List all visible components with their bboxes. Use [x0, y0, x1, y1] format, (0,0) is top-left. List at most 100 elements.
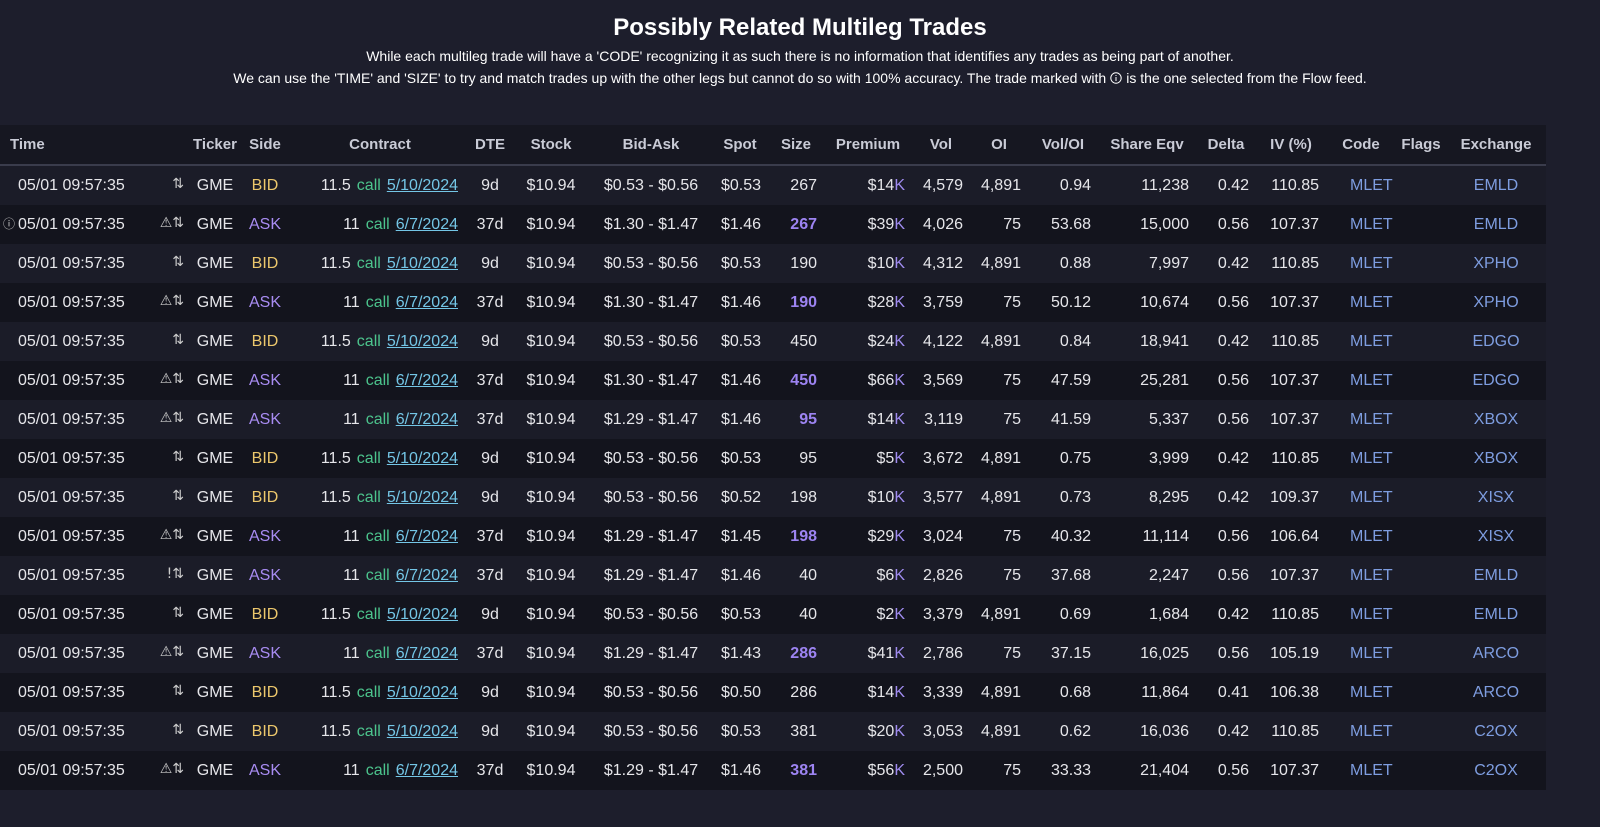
cell: $10K: [824, 244, 912, 283]
cell: BID: [238, 595, 292, 634]
cell: $10.94: [512, 439, 590, 478]
share-eqv: 21,404: [1140, 761, 1189, 779]
exchange: EDGO: [1472, 332, 1520, 350]
trade-row[interactable]: 05/01 09:57:35 ⚠⇅ GME ASK 11 call 6/7/2024 37d $…: [0, 751, 1546, 790]
trade-row[interactable]: 05/01 09:57:35 ⇅ GME BID 11.5 call 5/10/2024 9d…: [0, 322, 1546, 361]
exchange: EMLD: [1473, 215, 1519, 233]
cell: $0.50: [712, 673, 768, 712]
stock: $10.94: [526, 293, 576, 311]
cell: 37d: [468, 751, 512, 790]
unit: K: [894, 644, 905, 662]
expiry[interactable]: 6/7/2024: [395, 293, 458, 311]
cell: 40: [768, 556, 824, 595]
ticker: GME: [196, 566, 234, 584]
bid-ask: $0.53 - $0.56: [603, 605, 699, 623]
trade-row[interactable]: 05/01 09:57:35 ⇅ GME BID 11.5 call 5/10/2024 9d…: [0, 478, 1546, 517]
spot: $0.52: [720, 488, 761, 506]
trade-row[interactable]: ⓘ 05/01 09:57:35 ⚠⇅ GME ASK 11 call 6/7/2024 37d…: [0, 205, 1546, 244]
cell: GME: [192, 595, 238, 634]
strike: 11: [343, 215, 360, 233]
oi: 4,891: [980, 254, 1021, 272]
unit: K: [894, 449, 905, 467]
cell: [1396, 205, 1446, 244]
unit: K: [894, 722, 905, 740]
code: MLET: [1350, 683, 1393, 701]
trade-row[interactable]: 05/01 09:57:35 ⇅ GME BID 11.5 call 5/10/2024 9d…: [0, 595, 1546, 634]
cell: $1.30 - $1.47: [590, 361, 712, 400]
exchange: ARCO: [1472, 644, 1520, 662]
expiry[interactable]: 6/7/2024: [395, 566, 458, 584]
trade-row[interactable]: 05/01 09:57:35 ⚠⇅ GME ASK 11 call 6/7/2024 37d $…: [0, 400, 1546, 439]
trade-row[interactable]: 05/01 09:57:35 ⇅ GME BID 11.5 call 5/10/2024 9d…: [0, 673, 1546, 712]
cell: 110.85: [1256, 165, 1326, 205]
cell: 3,672: [912, 439, 970, 478]
trade-row[interactable]: 05/01 09:57:35 ⚠⇅ GME ASK 11 call 6/7/2024 37d $…: [0, 517, 1546, 556]
expiry[interactable]: 6/7/2024: [395, 371, 458, 389]
expiry[interactable]: 5/10/2024: [386, 605, 458, 623]
strike: 11.5: [320, 683, 351, 701]
spot: $0.53: [720, 449, 761, 467]
expiry[interactable]: 6/7/2024: [395, 527, 458, 545]
cell: ARCO: [1446, 634, 1546, 673]
expiry[interactable]: 5/10/2024: [386, 176, 458, 194]
cell: 0.88: [1028, 244, 1098, 283]
expiry[interactable]: 5/10/2024: [386, 488, 458, 506]
iv: 107.37: [1270, 566, 1319, 584]
trade-row[interactable]: 05/01 09:57:35 ⇅ GME BID 11.5 call 5/10/2024 9d…: [0, 439, 1546, 478]
cell: GME: [192, 439, 238, 478]
strike: 11.5: [320, 722, 351, 740]
cell: $1.29 - $1.47: [590, 400, 712, 439]
expiry[interactable]: 5/10/2024: [386, 449, 458, 467]
expiry[interactable]: 6/7/2024: [395, 215, 458, 233]
expiry[interactable]: 6/7/2024: [395, 644, 458, 662]
trade-row[interactable]: 05/01 09:57:35 ⇅ GME BID 11.5 call 5/10/2024 9d…: [0, 244, 1546, 283]
cell: [1396, 517, 1446, 556]
cell: $14K: [824, 673, 912, 712]
cell: 7,997: [1098, 244, 1196, 283]
iv: 105.19: [1270, 644, 1319, 662]
type: call: [365, 293, 390, 311]
column-header: Stock: [512, 125, 590, 166]
cell: $1.46: [712, 361, 768, 400]
expiry[interactable]: 5/10/2024: [386, 683, 458, 701]
cell: 75: [970, 751, 1028, 790]
expiry[interactable]: 5/10/2024: [386, 722, 458, 740]
trade-row[interactable]: 05/01 09:57:35 ⚠⇅ GME ASK 11 call 6/7/2024 37d $…: [0, 283, 1546, 322]
cell: [1396, 595, 1446, 634]
amount: $10: [867, 488, 895, 506]
side: BID: [251, 176, 279, 194]
cell: 4,026: [912, 205, 970, 244]
trade-row[interactable]: 05/01 09:57:35 ⇅ GME BID 11.5 call 5/10/2024 9d…: [0, 165, 1546, 205]
trade-row[interactable]: 05/01 09:57:35 ⚠⇅ GME ASK 11 call 6/7/2024 37d $…: [0, 361, 1546, 400]
subtitle: We can use the 'TIME' and 'SIZE' to try …: [0, 70, 1600, 86]
strike: 11.5: [320, 605, 351, 623]
share-eqv: 7,997: [1148, 254, 1189, 272]
cell: $10.94: [512, 595, 590, 634]
exchange: XPHO: [1473, 254, 1519, 272]
strike: 11: [343, 293, 360, 311]
cell: 4,891: [970, 673, 1028, 712]
trade-row[interactable]: 05/01 09:57:35 !⇅ GME ASK 11 call 6/7/2024 37d $…: [0, 556, 1546, 595]
expiry[interactable]: 6/7/2024: [395, 410, 458, 428]
expiry[interactable]: 5/10/2024: [386, 332, 458, 350]
strike: 11.5: [320, 449, 351, 467]
cell: 11.5 call 5/10/2024: [292, 595, 468, 634]
stock: $10.94: [526, 332, 576, 350]
trade-row[interactable]: 05/01 09:57:35 ⇅ GME BID 11.5 call 5/10/2024 9d…: [0, 712, 1546, 751]
cell: 2,786: [912, 634, 970, 673]
icons: ⇅: [172, 605, 184, 621]
trade-row[interactable]: 05/01 09:57:35 ⚠⇅ GME ASK 11 call 6/7/2024 37d $…: [0, 634, 1546, 673]
cell: C2OX: [1446, 751, 1546, 790]
cell: 286: [768, 634, 824, 673]
delta: 0.42: [1217, 605, 1249, 623]
share-eqv: 16,036: [1140, 722, 1189, 740]
icons: !⇅: [166, 566, 184, 582]
cell: $10.94: [512, 205, 590, 244]
expiry[interactable]: 5/10/2024: [386, 254, 458, 272]
cell: 0.56: [1196, 517, 1256, 556]
iv: 107.37: [1270, 410, 1319, 428]
column-header: Premium: [824, 125, 912, 166]
expiry[interactable]: 6/7/2024: [395, 761, 458, 779]
icons: ⚠⇅: [159, 761, 184, 777]
delta: 0.42: [1217, 488, 1249, 506]
